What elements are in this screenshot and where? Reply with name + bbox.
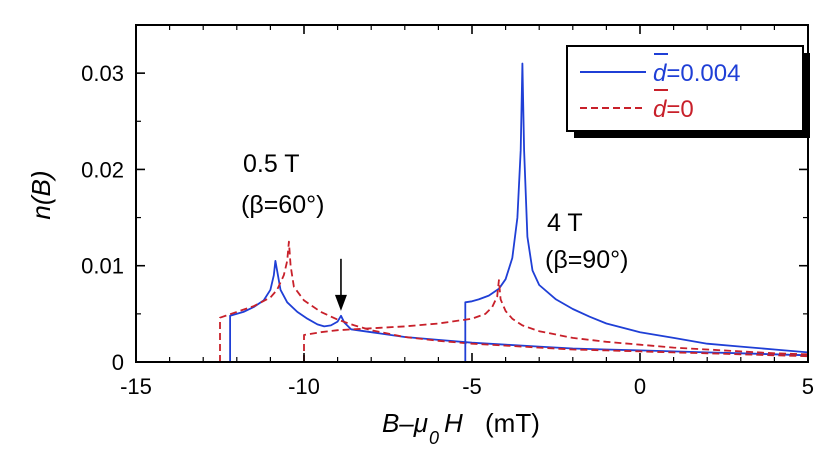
x-tick-label: -10 — [288, 374, 320, 399]
y-tick-label: 0 — [112, 350, 124, 375]
legend-label-solid-prefix: d — [653, 60, 667, 87]
y-tick-label: 0.03 — [81, 61, 124, 86]
series-layer — [219, 62, 809, 362]
legend-label-solid: d=0.004 — [653, 60, 740, 87]
series-line-2 — [219, 240, 809, 362]
down-arrow-icon — [334, 258, 347, 311]
x-ticks: -15 -10 -5 0 5 — [120, 25, 814, 399]
y-ticks: 0 0.01 0.02 0.03 — [81, 61, 808, 375]
annotation-high-field-angle: (β=90°) — [545, 246, 628, 274]
y-tick-label: 0.02 — [81, 157, 124, 182]
legend-label-solid-suffix: =0.004 — [666, 60, 740, 87]
legend-box — [566, 45, 804, 132]
legend-label-dashed-suffix: =0 — [666, 96, 693, 123]
x-tick-label: 5 — [802, 374, 814, 399]
y-tick-label: 0.01 — [81, 254, 124, 279]
series-line-1 — [229, 259, 809, 362]
x-axis-title-unit: (mT) — [485, 408, 540, 438]
annotation-high-field: 4 T — [547, 209, 583, 237]
annotation-low-field: 0.5 T — [243, 150, 300, 178]
x-tick-label: 0 — [634, 374, 646, 399]
y-axis-title: n(B) — [26, 170, 56, 219]
x-axis-title-sub: 0 — [429, 428, 439, 448]
x-axis-title-tail: H — [444, 408, 463, 438]
series-line-4 — [303, 279, 809, 362]
x-axis-title: B–μ 0 H (mT) — [382, 408, 540, 448]
x-tick-label: -15 — [120, 374, 152, 399]
legend: d=0.004 d=0 — [566, 45, 810, 138]
annotation-low-field-angle: (β=60°) — [241, 191, 324, 219]
legend-label-dashed-prefix: d — [653, 96, 667, 123]
series-line-3 — [464, 62, 809, 362]
x-axis-title-main: B–μ — [382, 408, 428, 438]
legend-label-dashed: d=0 — [653, 96, 694, 123]
x-tick-label: -5 — [462, 374, 482, 399]
